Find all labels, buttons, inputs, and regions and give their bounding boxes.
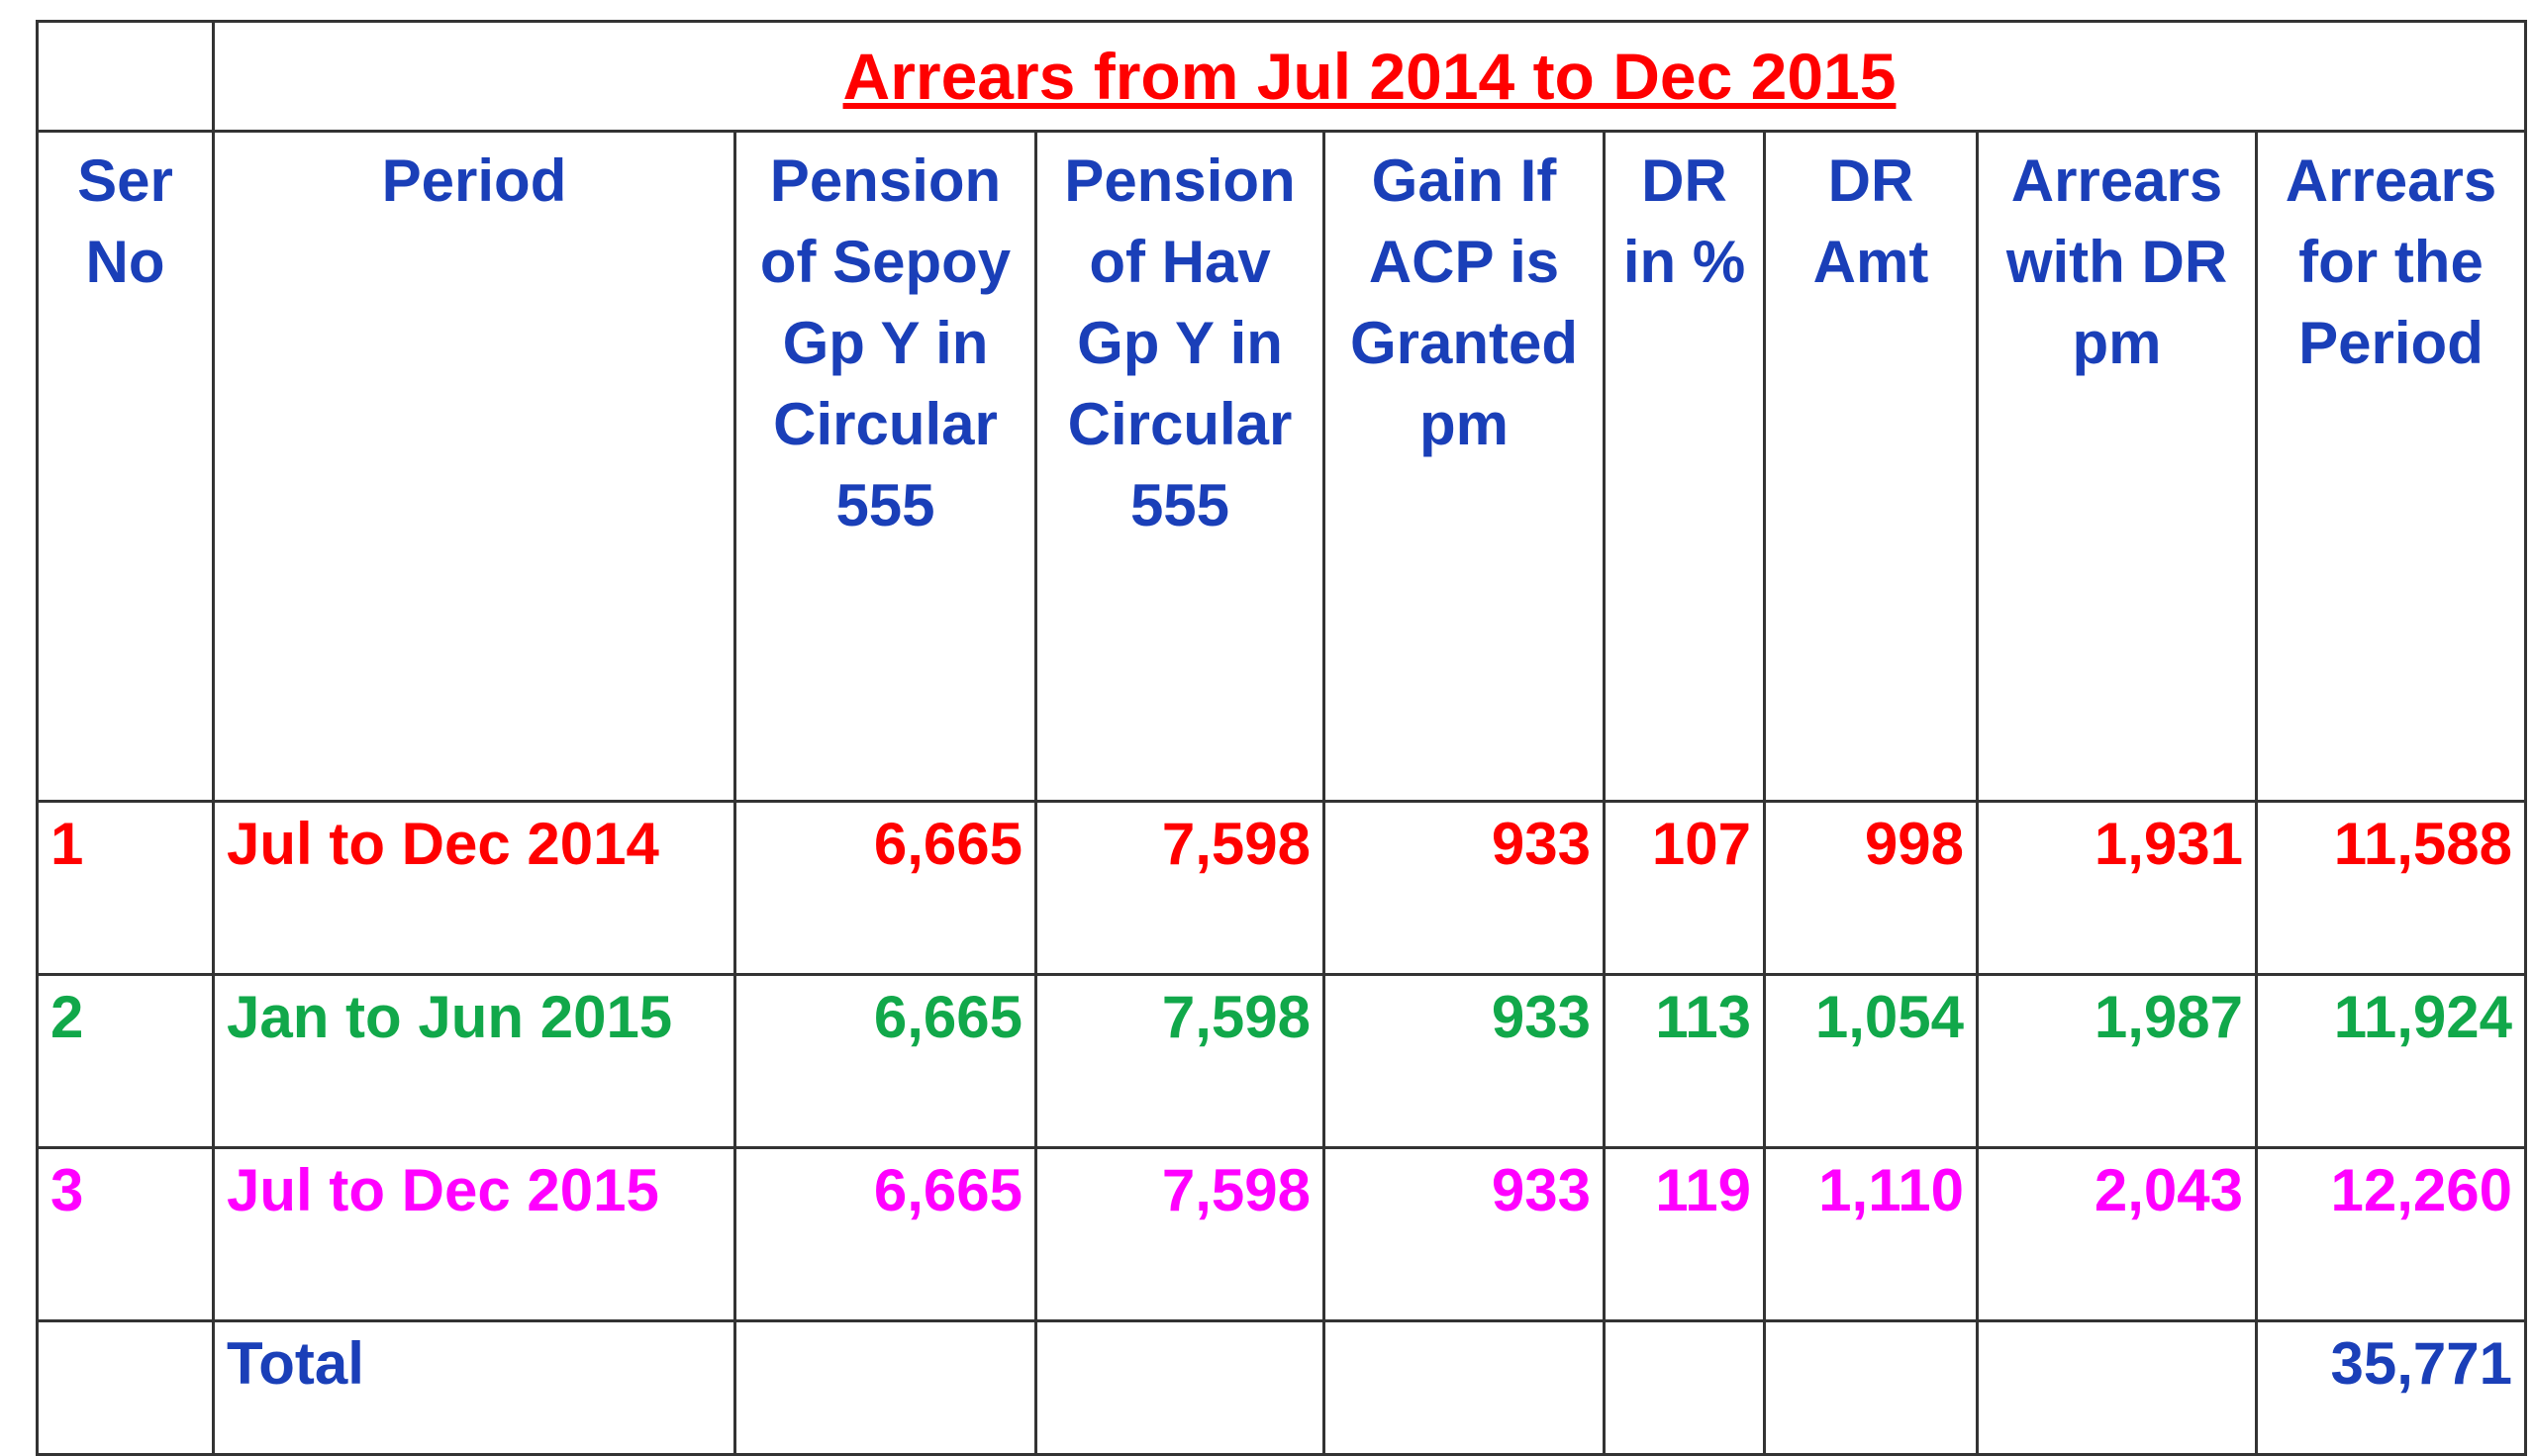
table-row: 1 Jul to Dec 2014 6,665 7,598 933 107 998 1,931…	[36, 800, 2527, 976]
table-row: 2 Jan to Jun 2015 6,665 7,598 933 113 1,054 1,9…	[36, 973, 2527, 1149]
header-pension-hav: Pension of Hav Gp Y in Circular 555	[1034, 130, 1325, 803]
total-value: 35,771	[2255, 1319, 2527, 1456]
header-arrears-period: Arrears for the Period	[2255, 130, 2527, 803]
total-empty-cell	[1034, 1319, 1325, 1456]
header-line: 555	[1129, 472, 1230, 538]
cell-arrears-period: 11,588	[2255, 800, 2527, 976]
cell-pension-hav: 7,598	[1034, 800, 1325, 976]
header-line: of Sepoy	[759, 229, 1012, 295]
cell-ser-no: 2	[36, 973, 215, 1149]
header-line: Arrears	[2285, 147, 2497, 214]
cell-dr-amt: 1,054	[1763, 973, 1979, 1149]
header-line: Amt	[1812, 229, 1929, 295]
total-empty-cell	[1322, 1319, 1606, 1456]
header-line: 555	[835, 472, 935, 538]
header-line: for the	[2298, 229, 2484, 295]
total-empty-cell	[1976, 1319, 2258, 1456]
cell-gain-acp: 933	[1322, 800, 1606, 976]
title-row: Arrears from Jul 2014 to Dec 2015	[36, 20, 2527, 133]
header-ser-no: Ser No	[36, 130, 215, 803]
title-cell: Arrears from Jul 2014 to Dec 2015	[212, 20, 2527, 133]
total-empty-cell	[1603, 1319, 1766, 1456]
total-empty-cell	[1763, 1319, 1979, 1456]
header-line: Period	[2298, 310, 2484, 376]
header-line: of Hav	[1089, 229, 1271, 295]
header-line: Pension	[1064, 147, 1296, 214]
header-line: ACP is	[1368, 229, 1560, 295]
header-line: DR	[1641, 147, 1727, 214]
header-row: Ser No Period Pension of Sepoy Gp Y in Circula…	[36, 130, 2527, 803]
header-arrears-with-dr: Arrears with DR pm	[1976, 130, 2258, 803]
header-line: Ser	[77, 147, 173, 214]
cell-pension-sepoy: 6,665	[733, 800, 1037, 976]
total-ser-cell	[36, 1319, 215, 1456]
header-line: with DR	[2005, 229, 2228, 295]
cell-dr-percent: 107	[1603, 800, 1766, 976]
header-line: Gp Y in	[782, 310, 989, 376]
cell-pension-hav: 7,598	[1034, 1146, 1325, 1322]
cell-ser-no: 3	[36, 1146, 215, 1322]
header-dr-percent: DR in %	[1603, 130, 1766, 803]
cell-gain-acp: 933	[1322, 973, 1606, 1149]
cell-pension-sepoy: 6,665	[733, 1146, 1037, 1322]
header-line: Circular	[773, 391, 998, 457]
cell-arrears-period: 12,260	[2255, 1146, 2527, 1322]
header-line: Gp Y in	[1077, 310, 1283, 376]
cell-arrears-with-dr: 2,043	[1976, 1146, 2258, 1322]
table-row: 3 Jul to Dec 2015 6,665 7,598 933 119 1,110 2,0…	[36, 1146, 2527, 1322]
header-line: pm	[1419, 391, 1509, 457]
cell-period: Jul to Dec 2014	[212, 800, 736, 976]
header-line: No	[85, 229, 165, 295]
header-pension-sepoy: Pension of Sepoy Gp Y in Circular 555	[733, 130, 1037, 803]
table-title: Arrears from Jul 2014 to Dec 2015	[842, 40, 1897, 113]
cell-dr-amt: 1,110	[1763, 1146, 1979, 1322]
header-line: Arrears	[2010, 147, 2223, 214]
cell-dr-amt: 998	[1763, 800, 1979, 976]
title-corner-cell	[36, 20, 215, 133]
cell-dr-percent: 119	[1603, 1146, 1766, 1322]
header-dr-amt: DR Amt	[1763, 130, 1979, 803]
cell-period: Jan to Jun 2015	[212, 973, 736, 1149]
total-row: Total 35,771	[36, 1319, 2527, 1456]
cell-arrears-with-dr: 1,987	[1976, 973, 2258, 1149]
header-line: Gain If	[1371, 147, 1557, 214]
header-line: Granted	[1349, 310, 1579, 376]
cell-period: Jul to Dec 2015	[212, 1146, 736, 1322]
header-line: in %	[1622, 229, 1746, 295]
header-line: pm	[2072, 310, 2162, 376]
header-line: Circular	[1067, 391, 1293, 457]
cell-pension-hav: 7,598	[1034, 973, 1325, 1149]
arrears-table: Arrears from Jul 2014 to Dec 2015 Ser No P…	[36, 20, 2527, 1456]
header-line: Pension	[769, 147, 1002, 214]
total-label: Total	[212, 1319, 736, 1456]
header-period: Period	[212, 130, 736, 803]
header-gain-acp: Gain If ACP is Granted pm	[1322, 130, 1606, 803]
cell-dr-percent: 113	[1603, 973, 1766, 1149]
data-body: 1 Jul to Dec 2014 6,665 7,598 933 107 998 1,931…	[36, 800, 2527, 1322]
cell-gain-acp: 933	[1322, 1146, 1606, 1322]
header-line: Period	[381, 147, 567, 214]
cell-arrears-period: 11,924	[2255, 973, 2527, 1149]
header-line: DR	[1827, 147, 1914, 214]
cell-ser-no: 1	[36, 800, 215, 976]
total-empty-cell	[733, 1319, 1037, 1456]
cell-arrears-with-dr: 1,931	[1976, 800, 2258, 976]
cell-pension-sepoy: 6,665	[733, 973, 1037, 1149]
